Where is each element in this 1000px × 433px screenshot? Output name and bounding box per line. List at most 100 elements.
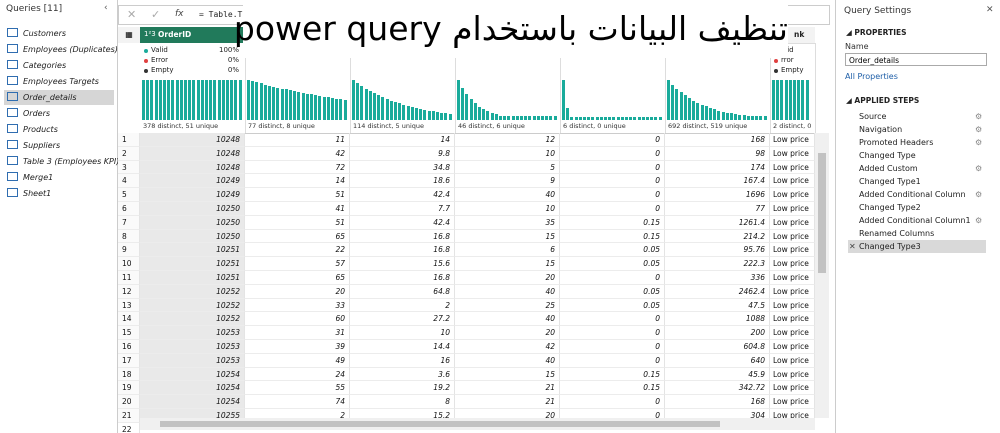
close-button[interactable]: ✕ [986,5,994,15]
query-name: Customers [23,29,67,38]
histogram-bar [692,100,696,120]
data-cell: 214.2 [665,229,770,244]
data-cell: 0 [560,174,665,189]
step-settings-icon[interactable]: ⚙ [975,190,983,199]
histogram-bar [184,80,187,120]
scroll-thumb[interactable] [160,421,720,427]
data-cell: 15 [455,257,560,271]
collapse-button[interactable]: ‹ [104,3,108,13]
profile-cell [245,43,351,134]
profile-pct: 100% [218,46,239,54]
data-cell: 10 [350,326,455,340]
histogram-bar [440,112,444,120]
vertical-scrollbar[interactable] [815,133,829,418]
histogram-bar [431,111,435,120]
query-item[interactable]: Products [4,122,114,137]
data-cell: 0 [560,146,665,161]
applied-step[interactable]: Added Custom [859,164,918,173]
histogram-bar [725,112,729,120]
applied-step[interactable]: Changed Type1 [859,177,921,186]
data-cell: 35 [455,215,560,230]
histogram-bar [461,87,465,120]
data-cell: 42 [245,146,350,161]
step-settings-icon[interactable]: ⚙ [975,138,983,147]
applied-step[interactable]: Source [859,112,887,121]
distinct-label: 114 distinct, 5 unique [353,122,425,130]
data-cell: 12 [455,133,560,147]
all-properties-link[interactable]: All Properties [845,72,898,81]
formula-text[interactable]: = Table.Tra [199,10,252,19]
histogram-bar [562,80,565,120]
applied-step[interactable]: Added Conditional Column1 [859,216,971,225]
data-cell: 98 [665,146,770,161]
histogram-bar [297,92,301,120]
applied-step[interactable]: Changed Type2 [859,203,921,212]
step-settings-icon[interactable]: ⚙ [975,125,983,134]
histogram-bar [293,91,297,120]
applied-step[interactable]: Changed Type [859,151,916,160]
histogram-bar [776,80,780,120]
applied-step[interactable]: Changed Type3 [848,240,986,253]
step-settings-icon[interactable]: ⚙ [975,164,983,173]
query-item[interactable]: Orders [4,106,114,121]
query-item[interactable]: Suppliers [4,138,114,153]
data-cell: 16.8 [350,229,455,244]
histogram-bar [394,102,397,120]
query-item[interactable]: Table 3 (Employees KPI) [4,154,119,169]
data-cell: 0 [560,133,665,147]
query-item[interactable]: Categories [4,58,114,73]
histogram-bar [536,116,540,120]
data-cell: 40 [455,284,560,299]
histogram-bar [490,113,494,120]
data-cell: 1088 [665,312,770,327]
query-name: Suppliers [23,141,61,150]
histogram-bar [209,80,213,120]
histogram-bar [482,109,486,120]
query-item[interactable]: Employees Targets [4,74,114,89]
query-item[interactable]: Sheet1 [4,186,114,201]
histogram-bar [259,83,263,120]
query-item[interactable]: Employees (Duplicates) [4,42,118,57]
data-cell: 10251 [140,243,245,258]
column-header[interactable] [140,27,245,43]
commit-button[interactable]: ✓ [151,8,161,21]
horizontal-scrollbar[interactable] [140,418,815,430]
query-item[interactable]: Order_details [4,90,114,105]
step-settings-icon[interactable]: ⚙ [975,216,983,225]
cancel-button[interactable]: ✕ [127,8,137,21]
row-number: 1 [118,133,140,147]
histogram-bar [175,80,179,120]
applied-step[interactable]: Added Conditional Column [859,190,966,199]
scroll-thumb[interactable] [818,153,826,273]
overlay-title: تنظيف البيانات باستخدام power query [234,0,788,58]
histogram-bar [578,117,582,120]
data-cell: 40 [455,353,560,368]
name-input[interactable]: Order_details [845,53,987,66]
query-item[interactable]: Merge1 [4,170,114,185]
data-cell: 7.7 [350,202,455,216]
data-cell: 0 [560,395,665,409]
applied-step[interactable]: Renamed Columns [859,229,935,238]
data-cell: 200 [665,326,770,340]
histogram-bar [709,107,712,120]
data-cell: 20 [455,326,560,340]
histogram-bar [436,111,439,120]
histogram-bar [385,98,389,120]
distinct-label: 692 distinct, 519 unique [668,122,748,130]
applied-step[interactable]: Navigation [859,125,903,134]
data-cell: Low price [770,298,815,313]
histogram-bar [377,95,381,120]
table-icon [7,140,18,149]
histogram-bar [524,116,528,120]
applied-step[interactable]: Promoted Headers [859,138,934,147]
histogram-bar [574,117,578,120]
query-item[interactable]: Customers [4,26,114,41]
histogram-bar [549,116,553,120]
histogram-bar [381,97,385,120]
data-cell: 10253 [140,340,245,354]
histogram-bar [415,107,418,120]
histogram-bar [755,116,759,120]
step-settings-icon[interactable]: ⚙ [975,112,983,121]
data-cell: 34.8 [350,160,455,175]
delete-step-icon[interactable]: ✕ [849,242,856,251]
